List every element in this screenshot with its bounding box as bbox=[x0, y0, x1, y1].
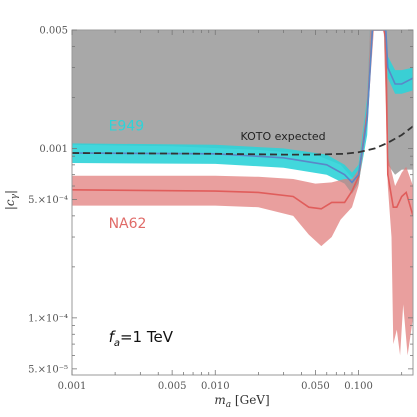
plot-frame bbox=[71, 29, 414, 376]
annotation-fa: fa=1 TeV bbox=[109, 328, 174, 349]
x-axis-title: ma [GeV] bbox=[214, 393, 269, 410]
y-tick-label: 5.×10⁻⁵ bbox=[28, 364, 68, 375]
y-tick-label: 0.001 bbox=[39, 144, 68, 155]
y-tick-label: 5.×10⁻⁴ bbox=[28, 195, 68, 206]
e949-central-line bbox=[72, 30, 413, 184]
koto-expected-line bbox=[72, 125, 413, 156]
annotation-na62: NA62 bbox=[109, 216, 147, 232]
x-tick-label: 0.005 bbox=[158, 381, 187, 392]
x-tick-label: 0.010 bbox=[201, 381, 230, 392]
excluded-region bbox=[72, 30, 413, 178]
x-tick-label: 0.001 bbox=[58, 381, 87, 392]
y-tick-label: 0.005 bbox=[39, 26, 68, 37]
x-tick-label: 0.100 bbox=[344, 381, 373, 392]
annotation-e949: E949 bbox=[109, 118, 145, 134]
x-tick-label: 0.050 bbox=[301, 381, 330, 392]
annotation-koto-expected: KOTO expected bbox=[240, 130, 325, 143]
x-axis: 0.001 0.005 0.010 0.050 0.100 bbox=[58, 30, 403, 392]
y-tick-label: 1.×10⁻⁴ bbox=[28, 313, 68, 324]
y-axis: 0.005 0.001 5.×10⁻⁴ 1.×10⁻⁴ 5.×10⁻⁵ bbox=[28, 26, 413, 375]
y-axis-title: |cγ| bbox=[3, 190, 20, 210]
